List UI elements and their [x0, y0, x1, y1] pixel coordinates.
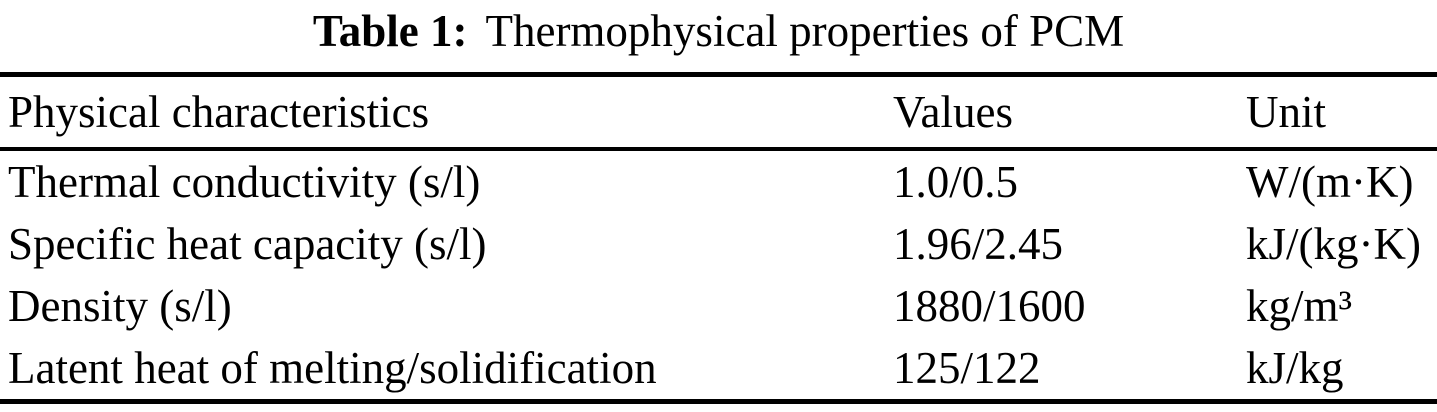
- column-header-physical-characteristics: Physical characteristics: [0, 74, 893, 151]
- cell-value: 125/122: [893, 342, 1041, 393]
- table-row: Thermal conductivity (s/l) 1.0/0.5 W/(m·…: [0, 149, 1437, 213]
- table-caption-text: Thermophysical properties of PCM: [485, 6, 1125, 56]
- table-caption: Table 1: Thermophysical properties of PCM: [0, 0, 1437, 62]
- cell-value: 1880/1600: [893, 280, 1086, 331]
- cell-unit: kJ/kg: [1246, 342, 1344, 393]
- table-header: Physical characteristics Values Unit: [0, 74, 1437, 151]
- column-header-unit: Unit: [1246, 74, 1437, 151]
- cell-characteristic: Thermal conductivity (s/l): [8, 156, 481, 207]
- column-header-values: Values: [893, 74, 1246, 151]
- cell-characteristic: Latent heat of melting/solidification: [8, 342, 657, 393]
- table-row: Density (s/l) 1880/1600 kg/m³: [0, 275, 1437, 337]
- cell-unit: W/(m·K): [1246, 156, 1414, 207]
- cell-characteristic: Density (s/l): [8, 280, 232, 331]
- cell-characteristic: Specific heat capacity (s/l): [8, 218, 487, 269]
- cell-value: 1.0/0.5: [893, 156, 1019, 207]
- header-row: Physical characteristics Values Unit: [0, 74, 1437, 151]
- cell-value: 1.96/2.45: [893, 218, 1064, 269]
- table-body: Thermal conductivity (s/l) 1.0/0.5 W/(m·…: [0, 149, 1437, 402]
- cell-unit: kg/m³: [1246, 280, 1352, 331]
- table-row: Specific heat capacity (s/l) 1.96/2.45 k…: [0, 213, 1437, 275]
- properties-table: Physical characteristics Values Unit The…: [0, 72, 1437, 404]
- table-caption-label: Table 1:: [312, 6, 468, 56]
- cell-unit: kJ/(kg·K): [1246, 218, 1421, 269]
- table-row: Latent heat of melting/solidification 12…: [0, 337, 1437, 402]
